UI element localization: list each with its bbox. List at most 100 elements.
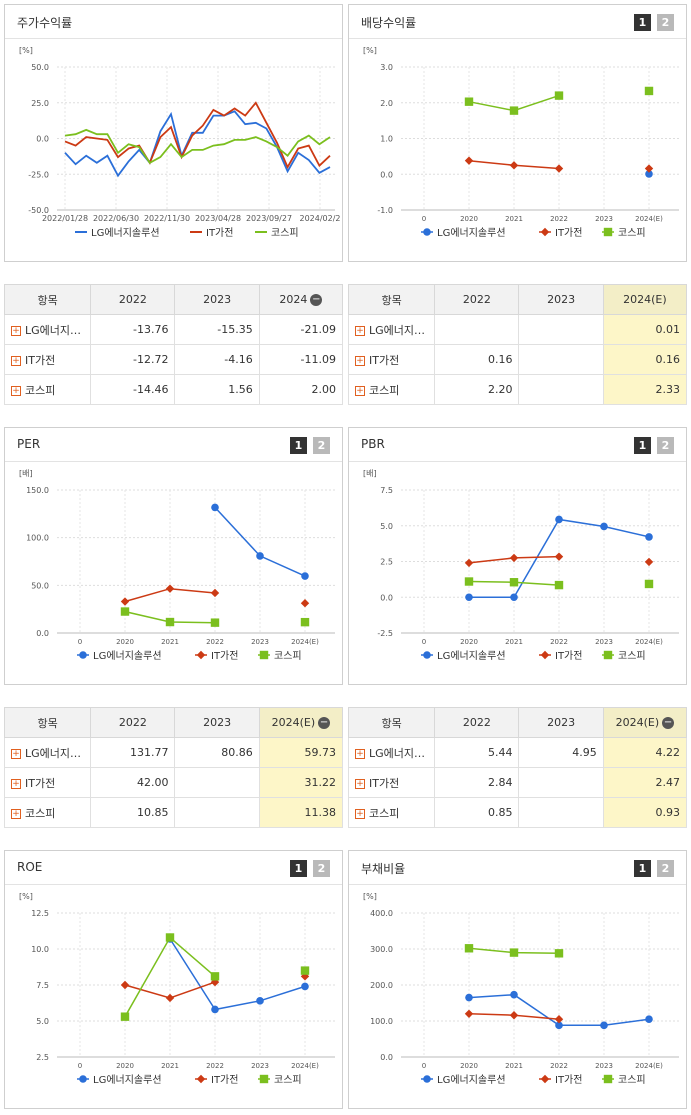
y-tick-label: -1.0 — [377, 206, 393, 215]
page-1-button[interactable]: 1 — [634, 437, 651, 454]
legend-item-it[interactable]: IT가전 — [539, 650, 582, 662]
legend-item-lg[interactable]: LG에너지솔루션 — [421, 227, 506, 239]
page-1-button[interactable]: 1 — [290, 437, 307, 454]
column-header: 항목 — [3, 284, 92, 315]
data-point — [600, 1021, 608, 1030]
value-cell: 2.47 — [602, 767, 688, 798]
column-header: 2024(E) — [602, 284, 688, 315]
legend-item-kospi[interactable]: 코스피 — [255, 227, 299, 239]
page-1-button[interactable]: 1 — [634, 860, 651, 877]
legend-swatch-marker — [540, 650, 550, 660]
legend-label: IT가전 — [211, 1074, 238, 1086]
value-cell: 1.56 — [174, 374, 260, 405]
page-2-button[interactable]: 2 — [657, 14, 674, 31]
value-cell: 0.85 — [434, 797, 520, 828]
legend-item-lg[interactable]: LG에너지솔루션 — [77, 1074, 162, 1086]
row-name-cell[interactable]: + 코스피 — [3, 374, 92, 405]
expand-icon[interactable]: + — [11, 355, 21, 366]
legend-item-it[interactable]: IT가전 — [190, 227, 233, 239]
expand-icon[interactable]: + — [11, 808, 21, 819]
value-cell: 4.95 — [518, 737, 604, 768]
legend-item-kospi[interactable]: 코스피 — [258, 1074, 302, 1086]
series-lg — [166, 935, 309, 1014]
data-point — [301, 982, 309, 991]
row-name-cell[interactable]: + LG에너지… — [3, 314, 92, 345]
expand-icon[interactable]: + — [11, 385, 21, 396]
page-1-button[interactable]: 1 — [634, 14, 651, 31]
x-tick-label: 2024(E) — [635, 215, 663, 223]
page-2-button[interactable]: 2 — [657, 437, 674, 454]
legend-item-it[interactable]: IT가전 — [195, 650, 238, 662]
expand-icon[interactable]: + — [355, 808, 365, 819]
legend-item-kospi[interactable]: 코스피 — [602, 227, 646, 239]
data-point — [509, 553, 519, 563]
collapse-icon[interactable]: − — [662, 717, 675, 729]
expand-icon[interactable]: + — [355, 748, 365, 759]
legend-label: IT가전 — [555, 650, 582, 662]
row-name-cell[interactable]: + LG에너지… — [347, 737, 436, 768]
row-name-cell[interactable]: + 코스피 — [3, 797, 92, 828]
value-cell: 42.00 — [90, 767, 176, 798]
expand-icon[interactable]: + — [355, 325, 365, 336]
y-tick-label: 300.0 — [370, 945, 393, 954]
x-tick-label: 2023/09/27 — [246, 214, 292, 223]
value-cell — [518, 797, 604, 828]
y-tick-label: 0.0 — [380, 593, 393, 602]
collapse-icon[interactable]: − — [310, 294, 323, 306]
per-chart: [배] 150.0 100.0 50.0 0.0 0 2020 2021 2022 2023 202… — [19, 469, 335, 662]
page-2-button[interactable]: 2 — [657, 860, 674, 877]
row-name-cell[interactable]: + IT가전 — [347, 767, 436, 798]
row-name-label: LG에너지… — [369, 746, 426, 760]
page-switcher: 1 2 — [290, 860, 330, 877]
row-name-cell[interactable]: + LG에너지… — [347, 314, 436, 345]
column-header: 2022 — [90, 707, 176, 738]
expand-icon[interactable]: + — [355, 778, 365, 789]
roe-panel: ROE 1 2 [%] 12.5 10.0 7.5 5.0 2.5 0 2020 2021 202… — [4, 850, 343, 1109]
legend-item-kospi[interactable]: 코스피 — [602, 1074, 646, 1086]
value-cell — [518, 767, 604, 798]
legend-item-lg[interactable]: LG에너지솔루션 — [75, 227, 160, 239]
data-point — [464, 1009, 474, 1018]
row-name-cell[interactable]: + IT가전 — [3, 344, 92, 375]
table-row: + IT가전 42.00 31.22 — [3, 767, 344, 798]
page-2-button[interactable]: 2 — [313, 437, 330, 454]
legend-item-lg[interactable]: LG에너지솔루션 — [421, 650, 506, 662]
table-row: + 코스피 0.85 0.93 — [347, 797, 688, 828]
page-1-button[interactable]: 1 — [290, 860, 307, 877]
panel-header: 부채비율 1 2 — [349, 851, 686, 885]
legend-item-it[interactable]: IT가전 — [539, 227, 582, 239]
row-name-label: IT가전 — [369, 776, 400, 790]
row-name-cell[interactable]: + IT가전 — [347, 344, 436, 375]
data-point — [554, 552, 564, 561]
row-name-cell[interactable]: + IT가전 — [3, 767, 92, 798]
pbr-table: 항목 2022 2023 2024(E) − + LG에너지… 5.44 4.95 4.22 + IT… — [347, 707, 688, 828]
column-header-label: 2024(E) — [623, 293, 667, 306]
collapse-icon[interactable]: − — [318, 717, 331, 729]
y-tick-label: 0.0 — [380, 1053, 393, 1062]
expand-icon[interactable]: + — [11, 325, 21, 336]
row-name-cell[interactable]: + 코스피 — [347, 797, 436, 828]
legend-label: 코스피 — [618, 1074, 646, 1086]
value-cell — [174, 767, 260, 798]
expand-icon[interactable]: + — [355, 385, 365, 396]
data-point — [256, 552, 264, 560]
legend-item-it[interactable]: IT가전 — [195, 1074, 238, 1086]
legend-item-it[interactable]: IT가전 — [539, 1074, 582, 1086]
row-name-cell[interactable]: + 코스피 — [347, 374, 436, 405]
row-name-label: 코스피 — [369, 383, 400, 397]
x-tick-label: 2021 — [161, 638, 179, 646]
legend-item-kospi[interactable]: 코스피 — [258, 650, 302, 662]
expand-icon[interactable]: + — [11, 778, 21, 789]
legend-swatch-marker — [196, 1074, 206, 1084]
expand-icon[interactable]: + — [11, 748, 21, 759]
legend-item-lg[interactable]: LG에너지솔루션 — [77, 650, 162, 662]
x-tick-label: 2023 — [251, 638, 269, 646]
legend-item-lg[interactable]: LG에너지솔루션 — [421, 1074, 506, 1086]
value-cell: 2.84 — [434, 767, 520, 798]
data-point — [555, 1021, 563, 1030]
legend-label: LG에너지솔루션 — [437, 650, 506, 662]
legend-item-kospi[interactable]: 코스피 — [602, 650, 646, 662]
row-name-cell[interactable]: + LG에너지… — [3, 737, 92, 768]
page-2-button[interactable]: 2 — [313, 860, 330, 877]
expand-icon[interactable]: + — [355, 355, 365, 366]
